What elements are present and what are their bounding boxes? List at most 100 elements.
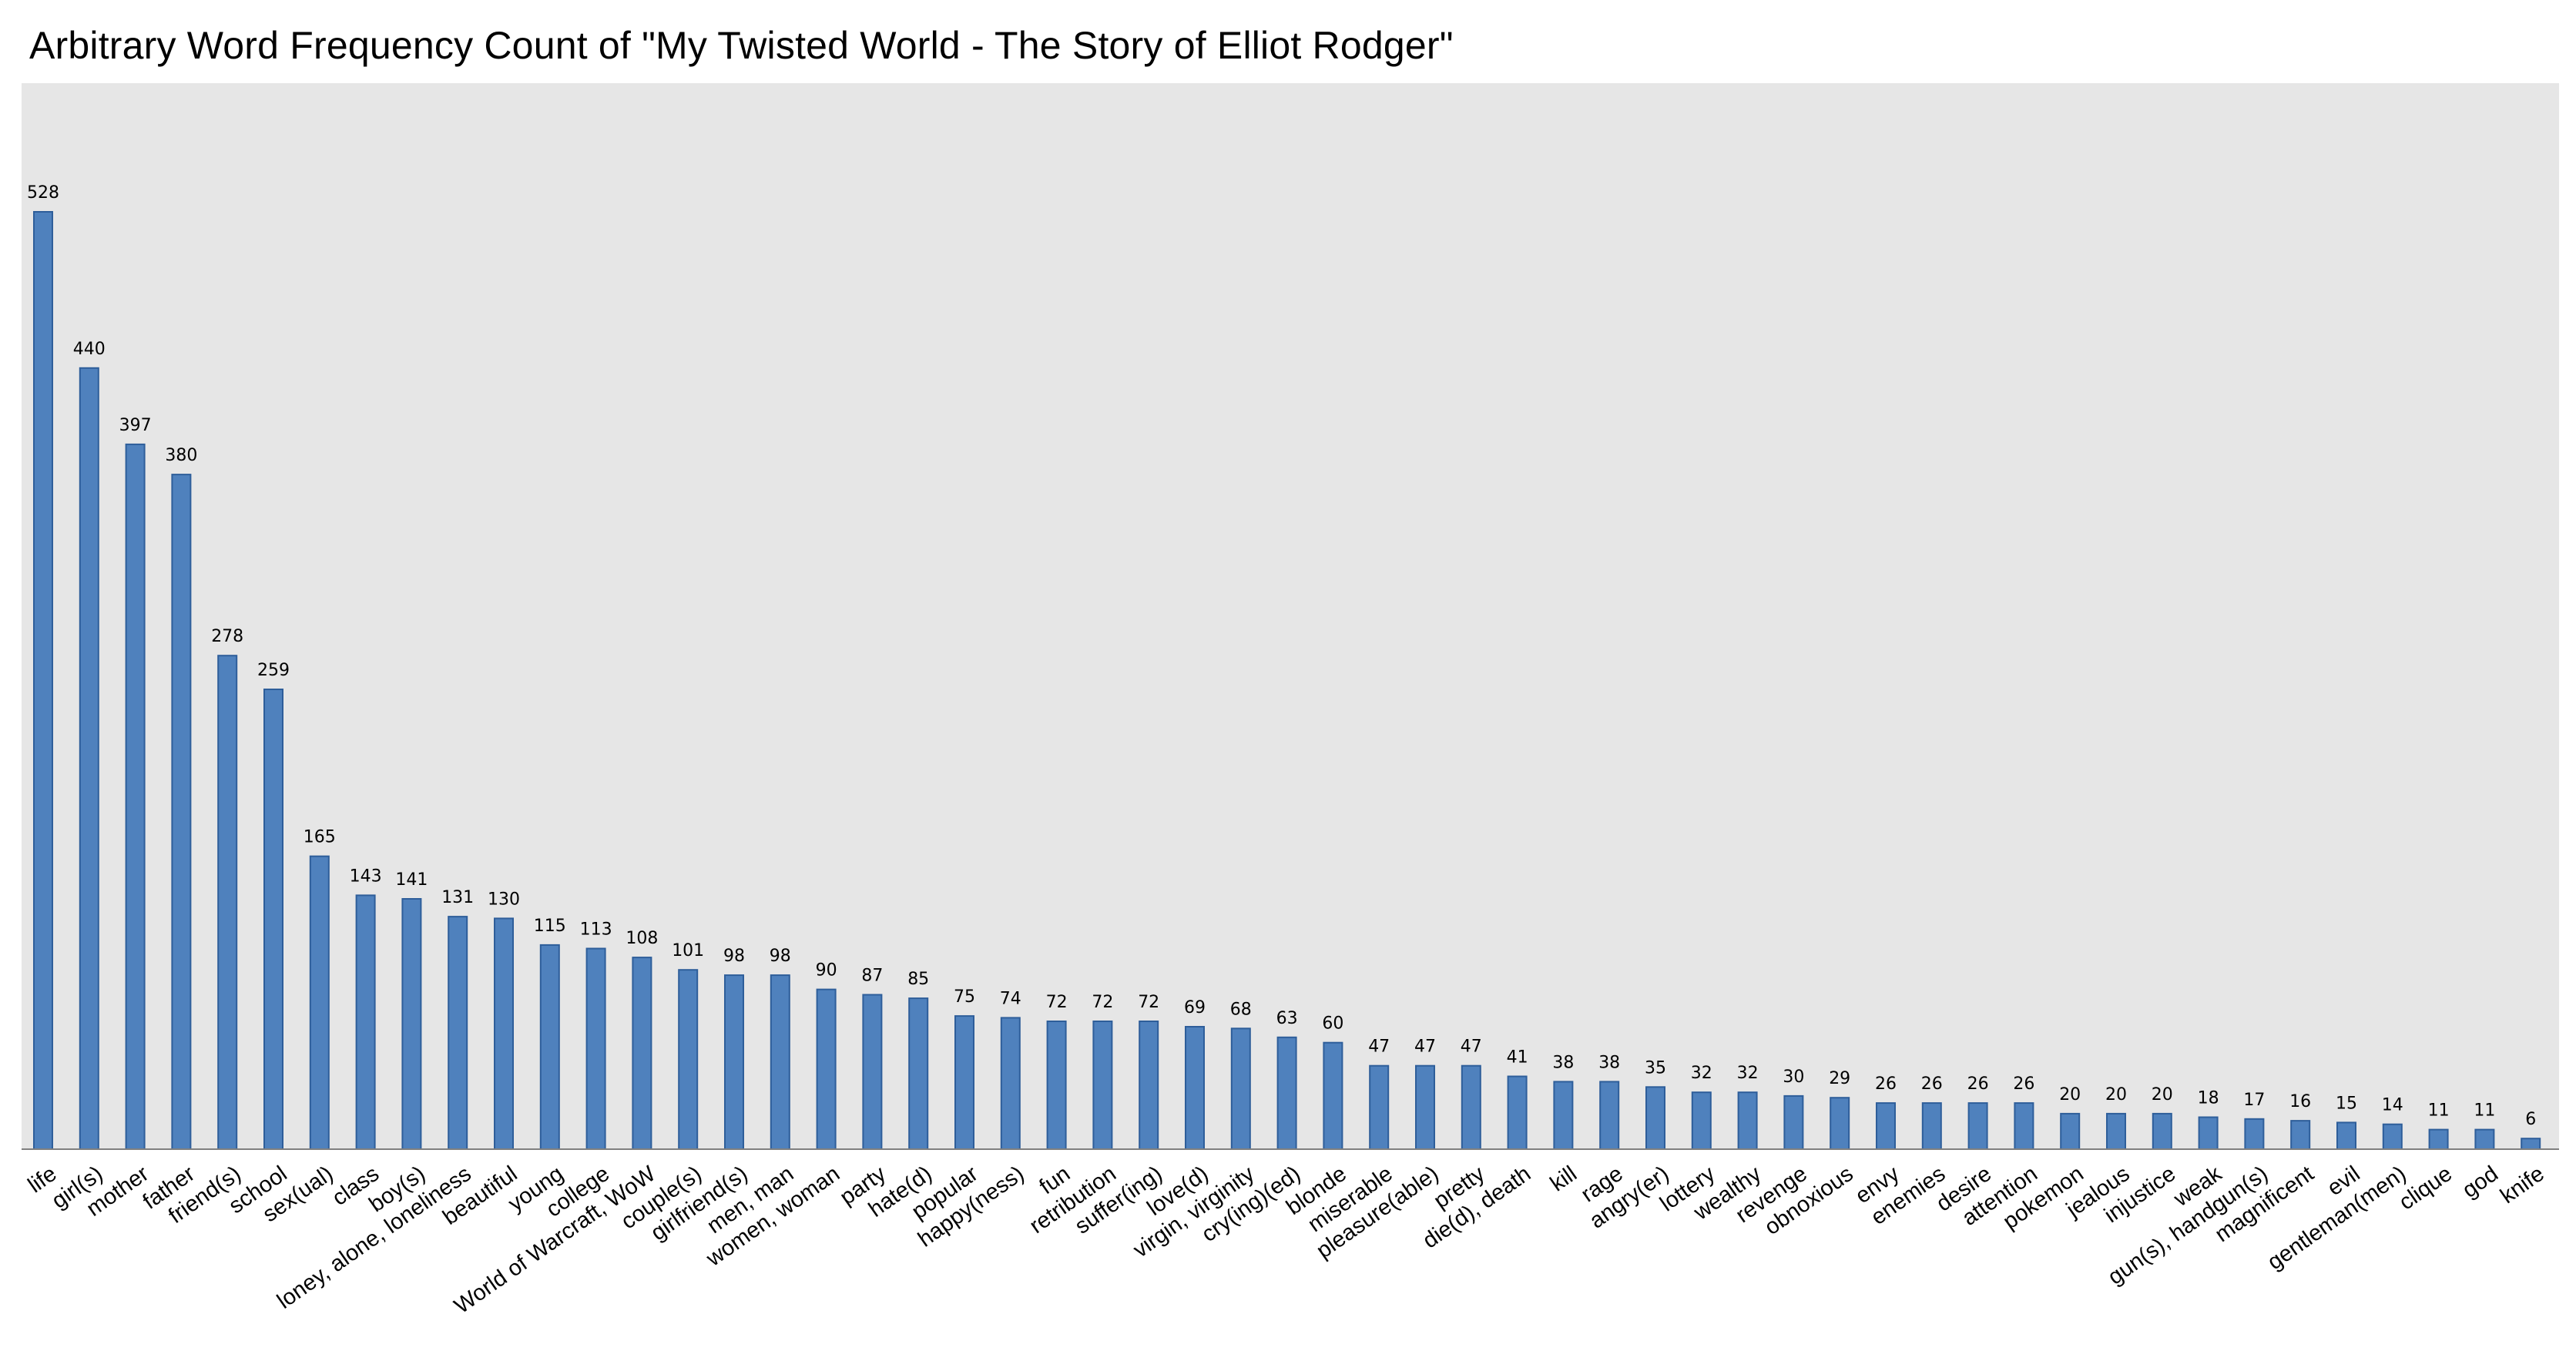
data-label: 74	[1000, 989, 1021, 1008]
data-label: 278	[211, 627, 243, 646]
bar	[1139, 1021, 1159, 1150]
data-label: 72	[1046, 993, 1068, 1012]
bar	[1967, 1102, 1988, 1150]
data-label: 90	[816, 961, 837, 980]
data-label: 26	[1921, 1074, 1943, 1094]
bar	[1046, 1021, 1067, 1150]
data-label: 68	[1230, 1000, 1252, 1019]
bar	[1276, 1036, 1297, 1151]
data-label: 143	[350, 867, 382, 886]
bar	[632, 957, 652, 1150]
x-tick-label: kill	[1546, 1161, 1581, 1197]
data-label: 11	[2428, 1101, 2450, 1121]
bar	[125, 443, 146, 1150]
bar	[1783, 1094, 1804, 1151]
bar	[1323, 1041, 1343, 1150]
bar	[816, 988, 837, 1150]
data-label: 98	[723, 947, 745, 966]
data-label: 47	[1461, 1037, 1482, 1057]
bar	[1691, 1091, 1712, 1150]
data-label: 165	[304, 828, 336, 847]
bar	[1921, 1102, 1942, 1150]
data-label: 47	[1368, 1037, 1390, 1057]
bar	[33, 211, 53, 1150]
bar	[954, 1015, 974, 1150]
data-label: 20	[2059, 1085, 2081, 1105]
bar	[862, 994, 883, 1150]
data-label: 38	[1552, 1053, 1574, 1072]
bar	[2474, 1128, 2495, 1150]
data-label: 47	[1414, 1037, 1436, 1057]
bar	[1507, 1075, 1528, 1150]
bar	[678, 969, 699, 1150]
bar	[2521, 1138, 2541, 1150]
bar	[1553, 1081, 1574, 1151]
data-label: 69	[1184, 998, 1206, 1017]
data-label: 440	[73, 340, 106, 359]
bar	[1461, 1064, 1481, 1150]
bar	[2336, 1121, 2356, 1151]
bar	[79, 367, 99, 1150]
data-label: 259	[257, 661, 290, 680]
bar	[770, 974, 790, 1150]
data-label: 6	[2525, 1110, 2536, 1129]
data-label: 38	[1598, 1053, 1620, 1072]
data-label: 16	[2289, 1092, 2311, 1111]
bar	[401, 898, 422, 1150]
data-label: 113	[580, 920, 612, 940]
bar	[2382, 1123, 2403, 1150]
bar	[171, 474, 192, 1150]
bar	[263, 689, 283, 1150]
data-label: 11	[2474, 1101, 2495, 1121]
data-label: 98	[770, 947, 791, 966]
data-label: 108	[626, 929, 658, 948]
bar	[1185, 1026, 1205, 1150]
bar	[1645, 1086, 1665, 1151]
x-tick-label: god	[2458, 1161, 2503, 1203]
bar	[1000, 1017, 1021, 1151]
data-label: 72	[1092, 993, 1113, 1012]
data-labels-layer: 528 440 397 380 278 259 165 143 141 131 130 115 113 1…	[27, 183, 2536, 1129]
data-label: 15	[2336, 1094, 2357, 1113]
bar	[2244, 1118, 2265, 1151]
bar	[1415, 1064, 1435, 1150]
bar	[448, 916, 468, 1150]
data-label: 30	[1783, 1068, 1804, 1087]
bar	[217, 655, 238, 1150]
bar	[494, 917, 514, 1151]
data-label: 85	[907, 970, 929, 989]
plot-area	[22, 83, 2559, 1149]
data-label: 26	[1967, 1074, 1989, 1094]
bar	[1830, 1097, 1850, 1150]
data-label: 101	[672, 941, 704, 960]
data-label: 141	[395, 870, 428, 890]
bar	[1369, 1064, 1390, 1150]
data-label: 26	[2013, 1074, 2034, 1094]
data-label: 397	[119, 416, 152, 435]
data-label: 20	[2105, 1085, 2127, 1105]
data-label: 32	[1737, 1064, 1759, 1083]
data-label: 131	[441, 888, 474, 907]
data-label: 29	[1829, 1069, 1850, 1088]
data-label: 87	[861, 967, 883, 986]
bar	[585, 947, 606, 1150]
data-label: 115	[534, 917, 566, 936]
data-label: 72	[1138, 993, 1159, 1012]
bar	[1876, 1102, 1896, 1150]
data-label: 17	[2243, 1091, 2265, 1110]
bar	[539, 944, 560, 1151]
data-label: 380	[165, 446, 197, 465]
data-label: 18	[2198, 1089, 2219, 1108]
data-label: 32	[1691, 1064, 1712, 1083]
data-label: 14	[2382, 1096, 2403, 1115]
data-label: 20	[2152, 1085, 2173, 1105]
data-label: 75	[954, 987, 975, 1007]
bar	[355, 894, 376, 1151]
chart-title: Arbitrary Word Frequency Count of "My Tw…	[29, 24, 1454, 67]
bar	[1737, 1091, 1758, 1150]
tick-labels-layer: lifegirl(s)motherfatherfriend(s)schoolse…	[24, 1161, 2549, 1319]
bar	[908, 997, 929, 1150]
bar	[2152, 1112, 2172, 1151]
bar	[2290, 1120, 2311, 1150]
